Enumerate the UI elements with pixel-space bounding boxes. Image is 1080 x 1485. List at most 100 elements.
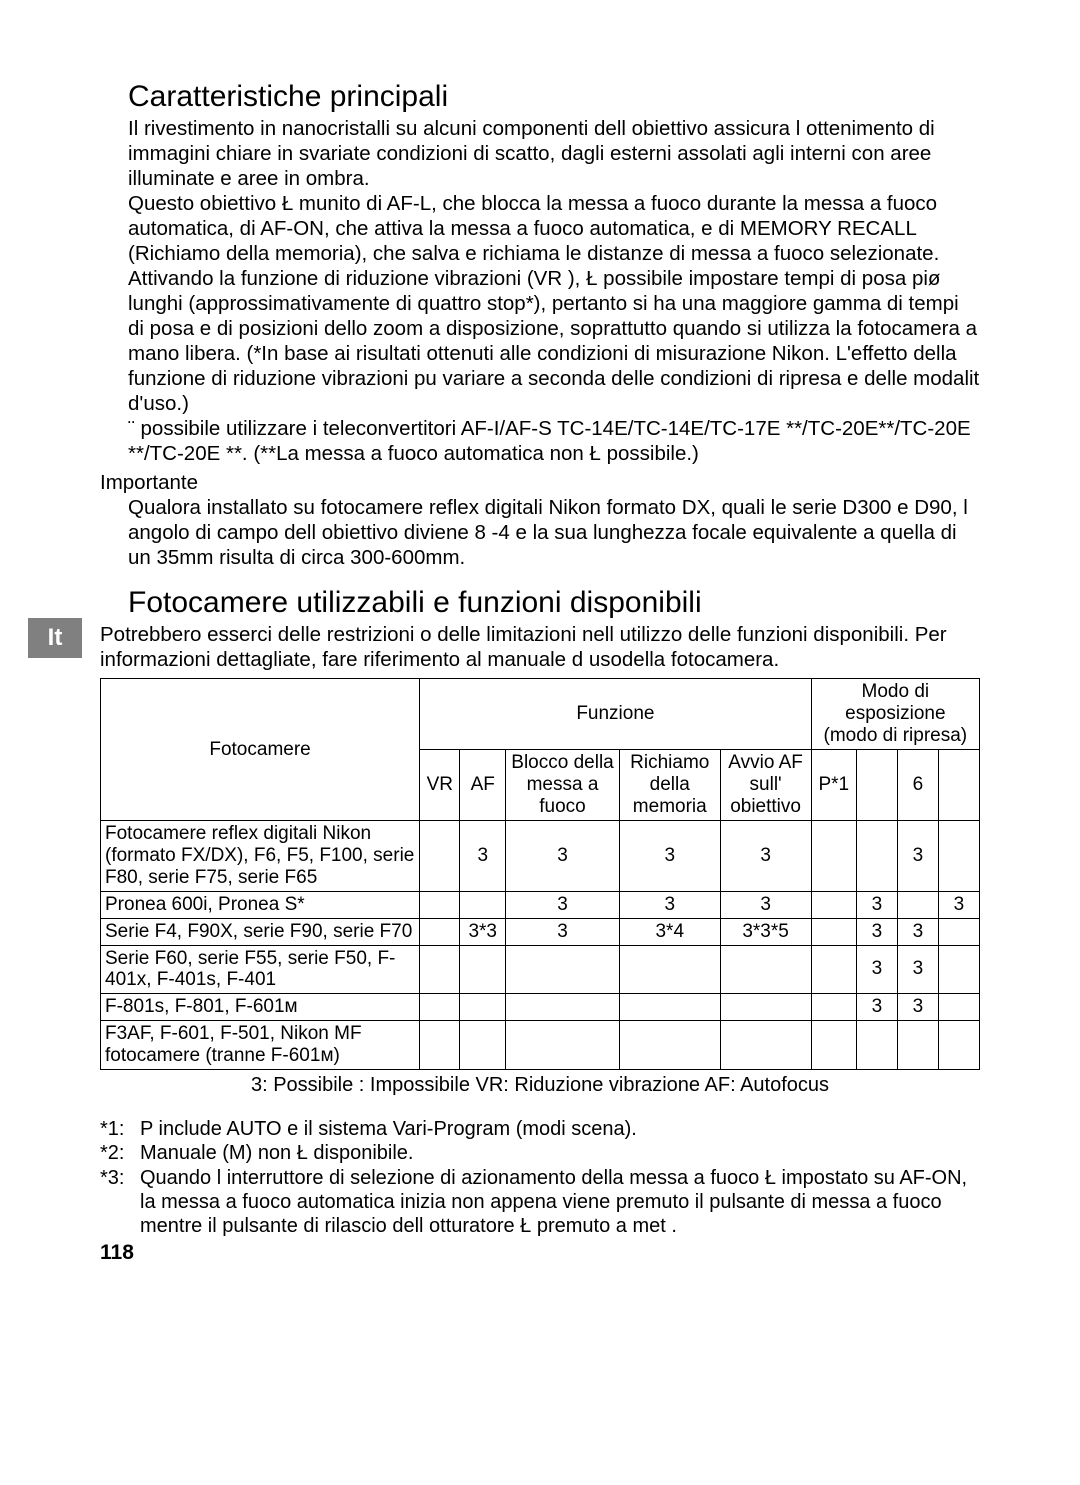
table-cell: 3 [506,891,620,918]
table-cell: 3 [856,918,897,945]
table-cell [620,1021,721,1070]
table-cell: 3*3*5 [720,918,811,945]
section1-p2: Questo obiettivo Ł munito di AF-L, che b… [128,191,980,266]
th-a: 6 [897,750,938,821]
important-label: Importante [100,470,980,495]
table-cell [897,1021,938,1070]
section1-p3: Attivando la funzione di riduzione vibra… [128,266,980,416]
table-cell [938,1021,979,1070]
table-cell [938,821,979,892]
table-cell [420,891,460,918]
footnote-key: *2: [100,1141,140,1165]
section1-title: Caratteristiche principali [128,80,980,114]
table-cell [720,994,811,1021]
table-cell [620,945,721,994]
table-cell: 3 [620,891,721,918]
table-cell [856,821,897,892]
table-row: Pronea 600i, Pronea S*33333 [101,891,980,918]
table-cell [420,994,460,1021]
section1-p4: ¨ possibile utilizzare i teleconvertitor… [128,416,980,466]
footnote-row: *2:Manuale (M) non Ł disponibile. [100,1141,980,1165]
table-cell [811,821,856,892]
table-cell: 3*3 [460,918,506,945]
th-function: Funzione [420,679,812,750]
table-cell: 3 [506,821,620,892]
table-cell: Fotocamere reflex digitali Nikon (format… [101,821,420,892]
compatibility-table: Fotocamere Funzione Modo di esposizione … [100,678,980,1070]
table-row: F-801s, F-801, F-601м33 [101,994,980,1021]
section1-p1: Il rivestimento in nanocristalli su alcu… [128,116,980,191]
table-cell [420,945,460,994]
section2-intro: Potrebbero esserci delle restrizioni o d… [100,622,980,672]
th-p: P*1 [811,750,856,821]
table-cell: F3AF, F-601, F-501, Nikon MF fotocamere … [101,1021,420,1070]
table-cell [811,918,856,945]
table-cell: 3 [460,821,506,892]
table-cell: 3 [856,945,897,994]
table-cell [460,945,506,994]
table-cell [720,1021,811,1070]
table-cell: 3 [897,945,938,994]
footnote-row: *1:P include AUTO e il sistema Vari-Prog… [100,1117,980,1141]
th-s [856,750,897,821]
table-cell [811,945,856,994]
table-cell: 3 [897,994,938,1021]
table-cell [506,945,620,994]
table-cell: 3*4 [620,918,721,945]
th-lock: Blocco della messa a fuoco [506,750,620,821]
table-cell [811,891,856,918]
page-number: 118 [100,1241,980,1265]
table-row: Serie F4, F90X, serie F90, serie F703*33… [101,918,980,945]
th-recall: Richiamo della memoria [620,750,721,821]
th-afon: Avvio AF sull' obiettivo [720,750,811,821]
table-cell: 3 [856,891,897,918]
table-cell [856,1021,897,1070]
th-vr: VR [420,750,460,821]
table-cell [811,994,856,1021]
table-cell [811,1021,856,1070]
footnote-text: Quando l interruttore di selezione di az… [140,1166,980,1239]
table-cell [506,1021,620,1070]
table-cell: 3 [620,821,721,892]
table-cell [620,994,721,1021]
section1-p5: Qualora installato su fotocamere reflex … [128,495,980,570]
footnote-text: P include AUTO e il sistema Vari-Program… [140,1117,980,1141]
table-cell: 3 [897,918,938,945]
table-cell [938,918,979,945]
table-cell [938,994,979,1021]
language-tab: It [28,618,82,658]
table-cell: Pronea 600i, Pronea S* [101,891,420,918]
footnotes: *1:P include AUTO e il sistema Vari-Prog… [100,1117,980,1239]
table-cell [720,945,811,994]
section2-title: Fotocamere utilizzabili e funzioni dispo… [128,586,980,620]
table-cell: 3 [938,891,979,918]
th-cameras: Fotocamere [101,679,420,821]
table-cell: 3 [897,821,938,892]
table-row: F3AF, F-601, F-501, Nikon MF fotocamere … [101,1021,980,1070]
table-cell [460,1021,506,1070]
table-cell: 3 [720,891,811,918]
table-cell: Serie F60, serie F55, serie F50, F-401x,… [101,945,420,994]
th-af: AF [460,750,506,821]
table-cell [460,891,506,918]
table-row: Fotocamere reflex digitali Nikon (format… [101,821,980,892]
th-exposure: Modo di esposizione (modo di ripresa) [811,679,979,750]
footnote-text: Manuale (M) non Ł disponibile. [140,1141,980,1165]
table-cell: 3 [720,821,811,892]
footnote-row: *3:Quando l interruttore di selezione di… [100,1166,980,1239]
table-cell: 3 [506,918,620,945]
footnote-key: *3: [100,1166,140,1239]
table-cell [420,1021,460,1070]
table-cell [420,821,460,892]
footnote-key: *1: [100,1117,140,1141]
table-legend: 3: Possibile : Impossibile VR: Riduzione… [100,1074,980,1097]
table-cell [897,891,938,918]
table-row: Serie F60, serie F55, serie F50, F-401x,… [101,945,980,994]
table-cell [420,918,460,945]
table-cell [460,994,506,1021]
table-cell [506,994,620,1021]
table-cell [938,945,979,994]
th-m [938,750,979,821]
table-cell: F-801s, F-801, F-601м [101,994,420,1021]
table-cell: Serie F4, F90X, serie F90, serie F70 [101,918,420,945]
